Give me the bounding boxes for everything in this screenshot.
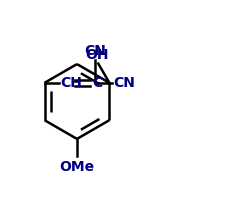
Text: OH: OH [85, 48, 109, 62]
Text: OMe: OMe [60, 159, 95, 173]
Text: CH: CH [60, 76, 82, 90]
Text: CN: CN [84, 44, 106, 58]
Text: CN: CN [113, 76, 135, 90]
Text: C: C [93, 76, 103, 90]
